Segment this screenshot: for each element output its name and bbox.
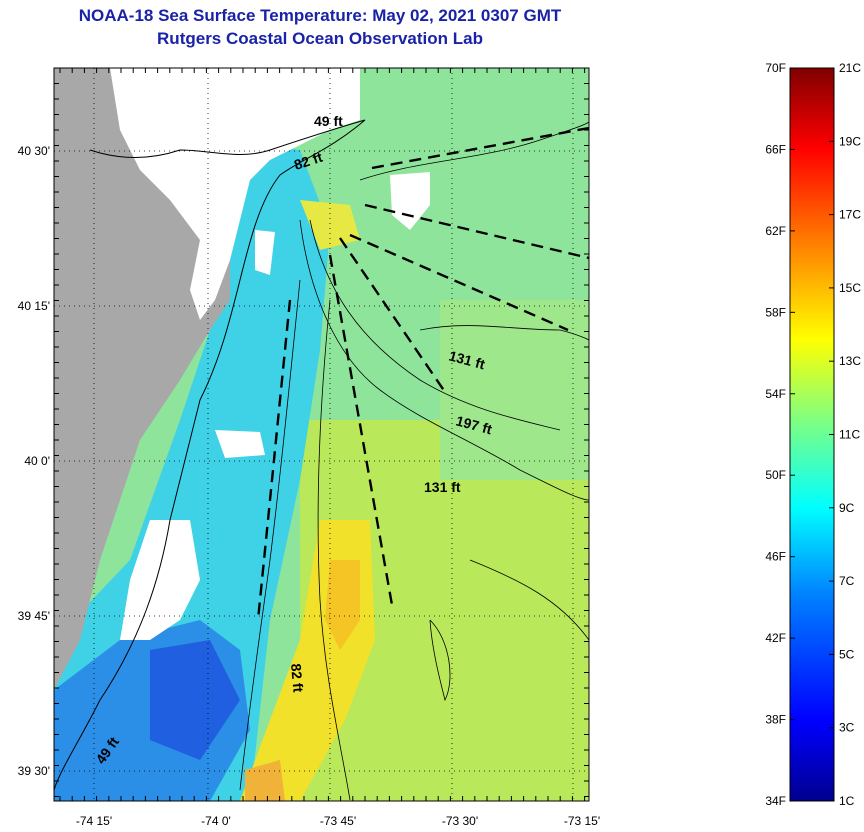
latitude-axis: 40 30' 40 15' 40 0' 39 45' 39 30'	[18, 67, 589, 797]
sst-image	[54, 68, 589, 801]
colorbar-celsius-label: 5C	[839, 647, 855, 661]
colorbar-celsius-label: 13C	[839, 354, 861, 368]
colorbar-celsius-label: 21C	[839, 61, 861, 75]
lat-tick-label: 40 0'	[24, 454, 50, 468]
lat-tick-label: 40 15'	[18, 299, 50, 313]
lon-tick-label: -73 30'	[442, 814, 478, 828]
colorbar-celsius-label: 19C	[839, 134, 861, 148]
colorbar	[789, 67, 835, 802]
depth-label: 131 ft	[424, 479, 461, 495]
lon-tick-label: -73 45'	[320, 814, 356, 828]
lat-tick-label: 40 30'	[18, 144, 50, 158]
colorbar-celsius-label: 3C	[839, 721, 855, 735]
colorbar-celsius-label: 7C	[839, 574, 855, 588]
colorbar-fahrenheit-label: 50F	[765, 468, 786, 482]
colorbar-celsius-label: 11C	[839, 428, 860, 442]
colorbar-fahrenheit-label: 62F	[765, 224, 786, 238]
colorbar-fahrenheit-label: 54F	[765, 387, 786, 401]
lat-tick-label: 39 30'	[18, 764, 50, 778]
colorbar-fahrenheit-label: 42F	[765, 631, 786, 645]
colorbar-fahrenheit-label: 46F	[765, 550, 786, 564]
colorbar-fahrenheit-label: 58F	[765, 305, 786, 319]
colorbar-celsius-label: 15C	[839, 281, 861, 295]
colorbar-celsius-label: 17C	[839, 208, 861, 222]
land-mask	[54, 68, 230, 690]
colorbar-labels: 70F 66F 62F 58F 54F 50F 46F 42F 38F 34F 21C 19C 17C 1…	[765, 61, 861, 808]
colorbar-celsius-label: 9C	[839, 501, 855, 515]
lon-tick-label: -73 15'	[564, 814, 600, 828]
map-subtitle: Rutgers Coastal Ocean Observation Lab	[157, 29, 483, 48]
depth-label: 82 ft	[288, 663, 306, 693]
lat-tick-label: 39 45'	[18, 609, 50, 623]
depth-label: 49 ft	[314, 113, 343, 129]
colorbar-fahrenheit-label: 70F	[765, 61, 786, 75]
colorbar-fahrenheit-label: 38F	[765, 713, 786, 727]
cloud-mask	[110, 68, 360, 320]
map-frame	[53, 67, 590, 802]
lon-tick-label: -74 0'	[201, 814, 231, 828]
colorbar-fahrenheit-label: 34F	[765, 794, 786, 808]
map-title: NOAA-18 Sea Surface Temperature: May 02,…	[78, 6, 562, 25]
colorbar-celsius-label: 1C	[839, 794, 855, 808]
longitude-axis: -74 15' -74 0' -73 45' -73 30' -73 15'	[59, 68, 600, 828]
lon-tick-label: -74 15'	[76, 814, 112, 828]
colorbar-fahrenheit-label: 66F	[765, 142, 786, 156]
